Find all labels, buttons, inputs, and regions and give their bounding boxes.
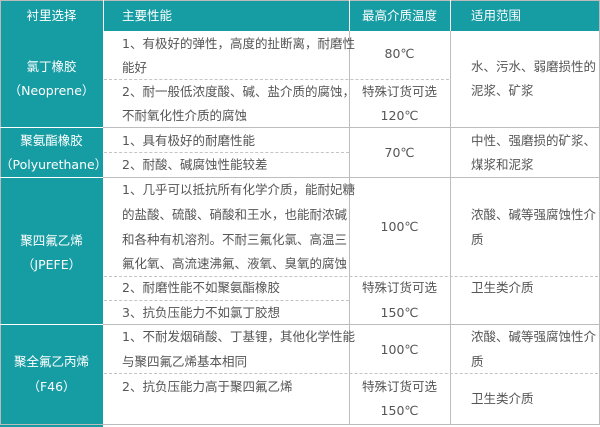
header-lining: 衬里选择 <box>26 8 77 23</box>
application-line: 质 <box>471 354 484 369</box>
row-divider <box>103 127 600 128</box>
performance-line: 2、耐磨性能不如聚氨酯橡胶 <box>122 280 280 295</box>
lining-name: 氯丁橡胶 <box>26 59 77 74</box>
sub-divider <box>104 276 598 277</box>
special-order-note: 特殊订货可选 <box>361 379 437 394</box>
lining-code: （JPEFE） <box>21 257 82 272</box>
performance-line: 1、几乎可以抵抗所有化学介质，能耐妃糖 <box>122 182 355 197</box>
row-divider <box>103 177 600 178</box>
divider <box>349 0 350 31</box>
application-line: 中性、强磨损的矿浆、 <box>471 133 597 148</box>
lining-name: 聚氨酯橡胶 <box>20 133 83 148</box>
lining-name: 聚全氟乙丙烯 <box>13 354 89 369</box>
lining-name: 聚四氟乙烯 <box>20 233 83 248</box>
row-divider <box>103 324 600 325</box>
max-temp: 80℃ <box>384 46 415 61</box>
performance-line: 不耐氧化性介质的腐蚀 <box>122 108 248 123</box>
sub-divider <box>104 79 449 80</box>
performance-line: 3、抗负压能力不如氯丁胶想 <box>122 305 280 320</box>
divider <box>0 177 103 178</box>
performance-line: 1、不耐发烟硝酸、丁基锂，其他化学性能 <box>122 329 355 344</box>
performance-line: 能好 <box>122 60 148 75</box>
max-temp: 120℃ <box>380 108 419 123</box>
special-order-note: 特殊订货可选 <box>361 280 437 295</box>
performance-line: 2、抗负压能力高于聚四氟乙烯 <box>122 379 293 394</box>
application-line: 泥浆、矿浆 <box>471 83 534 98</box>
first-column-bg <box>0 31 103 427</box>
divider <box>450 31 451 424</box>
lining-code: （Polyurethane） <box>0 157 108 172</box>
application-line: 水、污水、弱磨损性的 <box>471 59 597 74</box>
max-temp: 100℃ <box>380 219 419 234</box>
application-line: 煤浆和泥浆 <box>471 157 534 172</box>
performance-line: 2、耐一般低浓度酸、碱、盐介质的腐蚀， <box>122 84 355 99</box>
max-temp: 150℃ <box>380 305 419 320</box>
performance-line: 1、具有极好的耐磨性能 <box>122 133 255 148</box>
application-line: 卫生类介质 <box>471 391 534 406</box>
application-line: 卫生类介质 <box>471 280 534 295</box>
special-order-note: 特殊订货可选 <box>361 84 437 99</box>
sub-divider <box>104 300 349 301</box>
table-header-bg <box>0 0 600 31</box>
max-temp: 150℃ <box>380 403 419 418</box>
divider <box>0 127 103 128</box>
header-max-temp: 最高介质温度 <box>361 8 437 23</box>
performance-line: 2、耐酸、碱腐蚀性能较差 <box>122 157 268 172</box>
sub-divider <box>104 373 598 374</box>
header-performance: 主要性能 <box>122 8 173 23</box>
performance-line: 氟化氧、高流速沸氟、液氧、臭氧的腐蚀 <box>122 256 348 271</box>
lining-code: （F46） <box>27 379 76 394</box>
divider <box>0 324 103 325</box>
performance-line: 的盐酸、硫酸、硝酸和王水，也能耐浓碱 <box>122 207 348 222</box>
max-temp: 100℃ <box>380 342 419 357</box>
application-line: 质 <box>471 232 484 247</box>
application-line: 浓酸、碱等强腐蚀性介 <box>471 207 597 222</box>
divider <box>103 0 104 31</box>
divider <box>450 0 451 31</box>
performance-line: 与聚四氟乙烯基本相同 <box>122 354 248 369</box>
application-line: 浓酸、碱等强腐蚀性介 <box>471 329 597 344</box>
header-application: 适用范围 <box>471 8 522 23</box>
sub-divider <box>104 152 349 153</box>
divider <box>349 31 350 424</box>
performance-line: 和各种有机溶剂。不耐三氟化氯、高温三 <box>122 232 348 247</box>
max-temp: 70℃ <box>384 145 415 160</box>
lining-code: （Neoprene） <box>8 83 95 98</box>
performance-line: 1、有极好的弹性，高度的扯断离，耐磨性 <box>122 36 355 51</box>
